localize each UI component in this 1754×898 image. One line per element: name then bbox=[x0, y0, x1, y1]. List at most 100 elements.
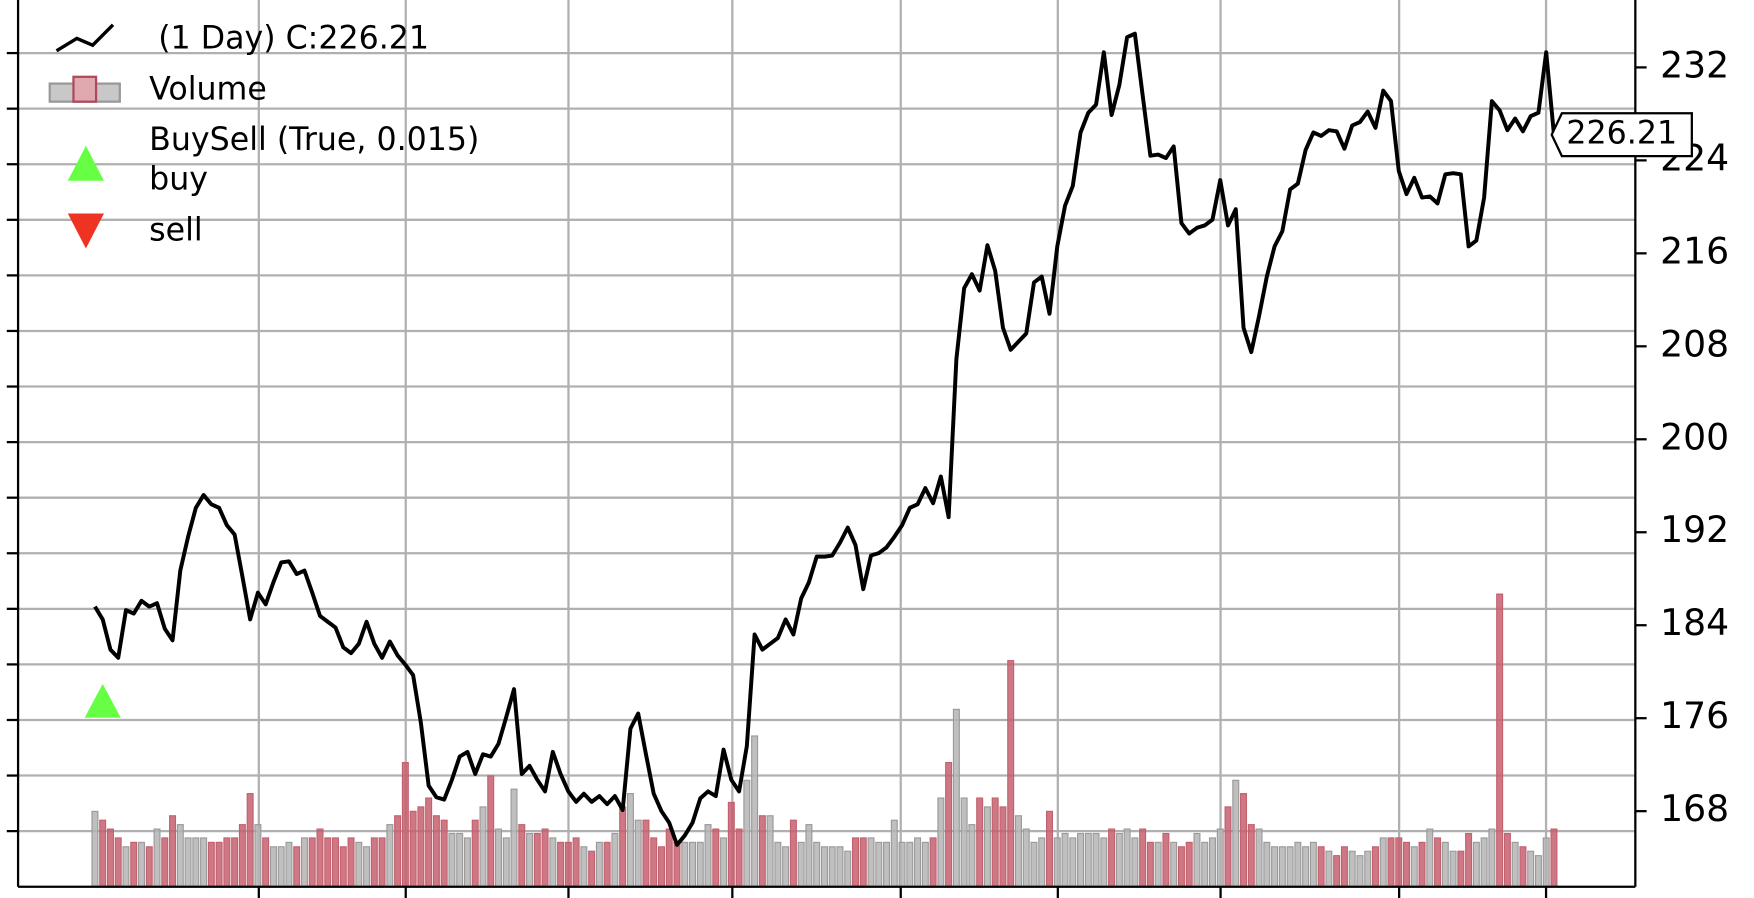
volume-bar bbox=[619, 806, 627, 888]
legend-volume-icon bbox=[72, 75, 98, 103]
volume-bar bbox=[1340, 846, 1348, 888]
volume-bar bbox=[1240, 793, 1248, 888]
volume-bar bbox=[689, 841, 697, 888]
volume-bar bbox=[99, 819, 107, 888]
volume-bar bbox=[704, 824, 712, 888]
volume-bar bbox=[1208, 837, 1216, 888]
legend-label: Volume bbox=[149, 71, 267, 107]
volume-bar bbox=[1426, 828, 1434, 888]
volume-bar bbox=[1014, 815, 1022, 888]
volume-bar bbox=[1309, 841, 1317, 888]
volume-bar bbox=[316, 828, 324, 888]
volume-bar bbox=[634, 819, 642, 888]
volume-bar bbox=[1263, 841, 1271, 888]
volume-bar bbox=[743, 779, 751, 888]
volume-bar bbox=[983, 806, 991, 888]
volume-bar bbox=[145, 846, 153, 888]
volume-bar bbox=[207, 841, 215, 888]
volume-bar bbox=[1356, 855, 1364, 888]
volume-bar bbox=[324, 837, 332, 888]
volume-bar bbox=[448, 832, 456, 888]
volume-bar bbox=[1302, 846, 1310, 888]
volume-bar bbox=[952, 708, 960, 888]
volume-bar bbox=[1527, 850, 1535, 888]
volume-bar bbox=[502, 837, 510, 888]
volume-bar bbox=[494, 828, 502, 888]
volume-bar bbox=[1465, 832, 1473, 888]
volume-bar bbox=[1185, 841, 1193, 888]
volume-bar bbox=[991, 797, 999, 888]
volume-bar bbox=[1100, 837, 1108, 888]
volume-bar bbox=[432, 815, 440, 888]
volume-bar bbox=[828, 846, 836, 888]
volume-bar bbox=[1084, 832, 1092, 888]
volume-bar bbox=[1434, 837, 1442, 888]
volume-bar bbox=[463, 837, 471, 888]
volume-bar bbox=[1278, 846, 1286, 888]
y-tick-label: 192 bbox=[1660, 508, 1729, 551]
volume-bar bbox=[277, 846, 285, 888]
y-tick-label: 208 bbox=[1660, 322, 1729, 365]
volume-bar bbox=[1488, 828, 1496, 888]
volume-bar bbox=[1534, 855, 1542, 888]
volume-bar bbox=[1395, 837, 1403, 888]
volume-bar bbox=[1108, 828, 1116, 888]
volume-bar bbox=[1418, 841, 1426, 888]
volume-bar bbox=[332, 837, 340, 888]
legend-line-icon bbox=[55, 23, 115, 53]
volume-bar bbox=[106, 828, 114, 888]
volume-bar bbox=[401, 762, 409, 888]
volume-bar bbox=[409, 810, 417, 888]
volume-bar bbox=[1139, 828, 1147, 888]
volume-bar bbox=[518, 824, 526, 888]
y-tick-label: 200 bbox=[1660, 415, 1729, 458]
volume-bar bbox=[487, 775, 495, 888]
volume-bar bbox=[510, 788, 518, 888]
volume-bar bbox=[673, 841, 681, 888]
volume-bar bbox=[471, 819, 479, 888]
volume-bar bbox=[1410, 846, 1418, 888]
volume-bar bbox=[929, 837, 937, 888]
volume-bar bbox=[1193, 832, 1201, 888]
volume-bar bbox=[246, 793, 254, 888]
volume-bar bbox=[1371, 846, 1379, 888]
volume-bar bbox=[153, 828, 161, 888]
legend-label: sell bbox=[149, 213, 203, 249]
volume-bar bbox=[867, 837, 875, 888]
volume-bar bbox=[1457, 850, 1465, 888]
volume-bar bbox=[130, 841, 138, 888]
volume-bar bbox=[1379, 837, 1387, 888]
volume-bar bbox=[1348, 850, 1356, 888]
volume-bar bbox=[1511, 841, 1519, 888]
volume-bar bbox=[890, 819, 898, 888]
volume-bar bbox=[960, 797, 968, 888]
volume-bar bbox=[549, 837, 557, 888]
volume-bar bbox=[1092, 832, 1100, 888]
volume-bar bbox=[696, 841, 704, 888]
volume-bar bbox=[425, 797, 433, 888]
volume-bar bbox=[642, 819, 650, 888]
volume-bar bbox=[386, 824, 394, 888]
volume-bar bbox=[1449, 850, 1457, 888]
volume-bar bbox=[805, 824, 813, 888]
volume-bar bbox=[293, 846, 301, 888]
volume-bar bbox=[1146, 841, 1154, 888]
volume-bar bbox=[883, 841, 891, 888]
y-tick-label: 184 bbox=[1660, 601, 1729, 644]
volume-bar bbox=[1550, 828, 1558, 888]
volume-bar bbox=[200, 837, 208, 888]
volume-bar bbox=[758, 815, 766, 888]
volume-bar bbox=[184, 837, 192, 888]
volume-bar bbox=[192, 837, 200, 888]
volume-bar bbox=[1472, 841, 1480, 888]
volume-bar bbox=[735, 828, 743, 888]
volume-bar bbox=[766, 815, 774, 888]
volume-bar bbox=[1271, 846, 1279, 888]
price-line bbox=[93, 31, 1556, 847]
volume-bar bbox=[1046, 810, 1054, 888]
volume-bar bbox=[1286, 846, 1294, 888]
volume-bar bbox=[1387, 837, 1395, 888]
